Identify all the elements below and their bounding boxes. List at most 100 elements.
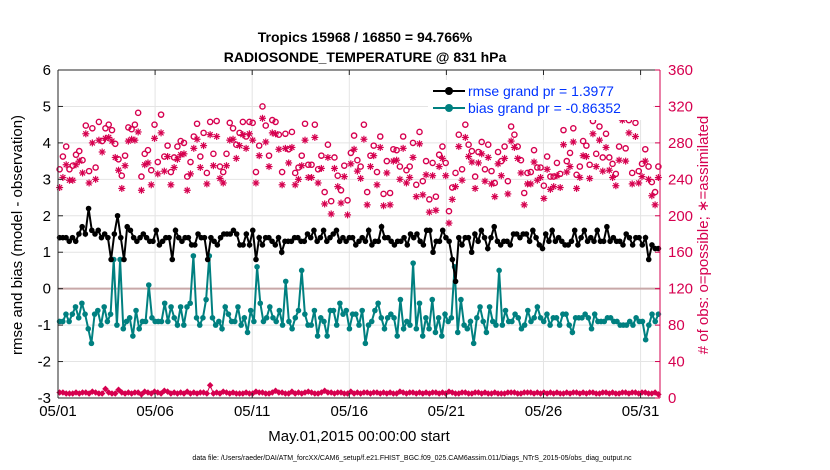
rmse-point [185, 234, 192, 241]
assimilated-star-stroke [639, 173, 645, 180]
assimilated-obs-point [298, 162, 306, 170]
assimilated-star-stroke [151, 135, 158, 142]
possible-obs-point [357, 163, 364, 170]
possible-obs-point [141, 150, 149, 158]
possible-obs-point [154, 158, 162, 166]
assimilated-obs-point [157, 129, 165, 137]
assimilated-star-stroke [86, 180, 93, 186]
bias-point [187, 300, 193, 307]
assimilated-star-stroke [609, 174, 616, 181]
assimilated-obs-point [452, 183, 460, 191]
assimilated-obs-point [556, 184, 564, 192]
bias-point [267, 304, 273, 310]
possible-obs-point [592, 150, 600, 158]
rmse-point [295, 234, 301, 241]
possible-obs-point [632, 119, 639, 127]
assimilated-star-stroke [439, 155, 446, 162]
assimilated-obs-point [422, 171, 430, 179]
assimilated-star-stroke [223, 162, 230, 169]
possible-obs-point [556, 170, 564, 178]
bias-point [368, 318, 375, 325]
bias-point [340, 311, 346, 317]
rmse-point [443, 234, 449, 241]
assimilated-obs-point [582, 153, 590, 161]
rmse-point [249, 227, 256, 234]
bias-point [429, 296, 436, 303]
bias-point [458, 296, 464, 303]
assimilated-obs-point [622, 157, 630, 165]
bias-point [397, 296, 404, 303]
rmse-point [642, 234, 649, 241]
assimilated-obs-point [373, 181, 381, 189]
bias-point [333, 322, 340, 328]
possible-obs-point [327, 197, 335, 205]
x-axis-label: May.01,2015 00:00:00 start [268, 428, 450, 445]
bias-point [219, 325, 225, 332]
assimilated-obs-point [438, 154, 446, 162]
assimilated-obs-point [334, 183, 342, 191]
x-tick-label: 05/26 [525, 403, 563, 420]
assimilated-star-stroke [164, 153, 171, 160]
assimilated-star-stroke [177, 151, 184, 158]
rmse-point [581, 227, 588, 234]
bias-point [582, 311, 588, 317]
assimilated-star-stroke [570, 139, 577, 145]
assimilated-star-stroke [504, 190, 511, 197]
rmse-point [121, 256, 127, 263]
possible-obs-point [75, 147, 83, 155]
assimilated-star-stroke [446, 220, 452, 226]
possible-obs-point [596, 123, 603, 130]
assimilated-obs-point [573, 184, 581, 192]
rmse-point [175, 234, 182, 241]
possible-obs-point [586, 161, 593, 169]
bias-point [614, 318, 620, 325]
assimilated-star-stroke [495, 160, 501, 167]
assimilated-obs-point [190, 144, 198, 152]
possible-obs-point [72, 151, 80, 159]
possible-obs-point [553, 159, 561, 167]
bias-point [502, 307, 509, 314]
possible-obs-point [534, 164, 541, 171]
assimilated-star-stroke [243, 145, 250, 152]
bias-point [91, 311, 98, 317]
bias-point [540, 318, 547, 325]
assimilated-obs-point [245, 130, 253, 138]
rmse-point [410, 234, 417, 241]
assimilated-obs-point [219, 179, 227, 187]
assimilated-star-stroke [377, 144, 384, 151]
rmse-point [504, 238, 510, 245]
bias-point [652, 318, 659, 325]
assimilated-obs-point [111, 153, 119, 161]
rmse-point [327, 234, 333, 241]
rmse-point [111, 231, 118, 237]
assimilated-obs-point [209, 162, 217, 170]
assimilated-star-stroke [331, 165, 338, 172]
right-y-tick-label: 360 [668, 62, 693, 79]
bias-point [165, 318, 171, 325]
rmse-point [208, 234, 214, 241]
rmse-point [539, 245, 546, 252]
assimilated-obs-point [265, 163, 273, 171]
assimilated-obs-point [615, 156, 623, 164]
assimilated-obs-point [432, 206, 440, 214]
right-y-tick-label: 320 [668, 98, 693, 115]
possible-obs-point [340, 162, 348, 169]
possible-obs-point [403, 166, 410, 174]
assimilated-obs-point [131, 136, 139, 144]
assimilated-star-stroke [207, 131, 214, 138]
assimilated-obs-point [196, 163, 204, 171]
assimilated-star-stroke [485, 154, 492, 161]
rmse-point [645, 256, 652, 263]
assimilated-obs-point [468, 158, 476, 166]
possible-obs-point [602, 130, 610, 138]
bias-point [270, 315, 276, 321]
bias-point [225, 311, 232, 317]
bias-point [273, 318, 279, 325]
possible-obs-point [396, 163, 404, 170]
footer-data-file: data file: /Users/raeder/DAI/ATM_forcXX/… [192, 455, 632, 462]
possible-obs-point [641, 145, 649, 153]
assimilated-obs-point [641, 157, 649, 165]
bias-point [200, 315, 206, 321]
bias-point [474, 315, 480, 321]
assimilated-star-stroke [370, 152, 377, 159]
